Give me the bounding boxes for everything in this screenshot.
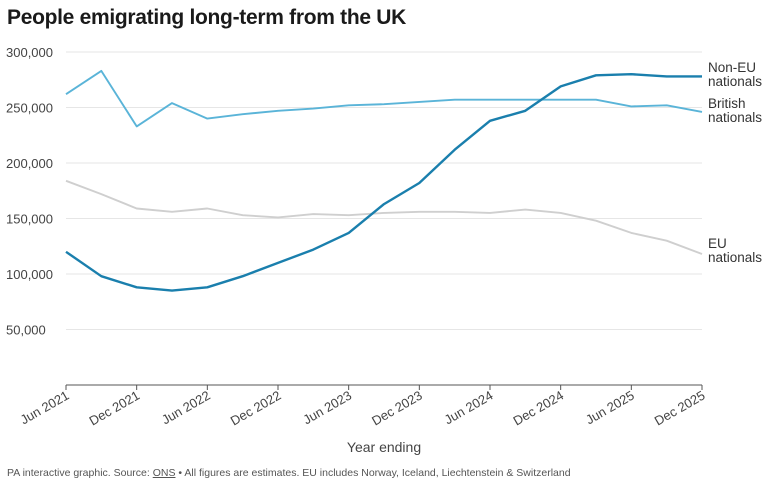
y-axis: 50,000 100,000 150,000 200,000 250,000 300,00… [6,45,53,338]
series-label-non-eu-nationals: Non-EU nationals [708,60,762,89]
series-lines [65,69,703,292]
x-tick-label: Jun 2022 [159,388,213,428]
series-label-british-nationals: British nationals [708,96,762,125]
x-tick-label: Jun 2024 [442,388,496,428]
x-axis-title: Year ending [347,439,421,455]
y-tick-label: 300,000 [6,45,53,60]
footer-prefix: PA interactive graphic. Source: [7,467,153,479]
y-tick-label: 200,000 [6,156,53,171]
x-tick-label: Dec 2024 [510,388,566,429]
y-tick-label: 100,000 [6,267,53,282]
series-line-british-nationals [65,69,703,128]
source-link[interactable]: ONS [152,467,176,479]
x-tick-label: Jun 2023 [300,388,354,428]
x-tick-label: Jun 2025 [583,388,637,428]
series-line-eu-nationals [65,179,703,255]
y-tick-label: 150,000 [6,212,53,227]
x-axis: Jun 2021 Dec 2021 Jun 2022 Dec 2022 Jun 2023… [18,384,708,429]
x-tick-label: Dec 2023 [369,388,425,429]
footer-note: PA interactive graphic. Source: ONS • Al… [7,467,571,479]
footer-suffix: • All figures are estimates. EU includes… [175,467,571,479]
x-tick-label: Jun 2021 [18,388,72,428]
chart-title: People emigrating long-term from the UK [7,6,407,29]
series-label-eu-nationals: EU nationals [708,236,762,265]
x-tick-label: Dec 2022 [228,388,284,429]
gridlines [66,51,702,330]
series-line-non-eu-nationals [65,73,702,292]
series-labels: Non-EU nationals British nationals EU nationa… [708,60,762,265]
y-tick-label: 50,000 [6,323,46,338]
y-tick-label: 250,000 [6,101,53,116]
x-tick-label: Dec 2025 [652,388,708,429]
x-tick-label: Dec 2021 [86,388,142,429]
